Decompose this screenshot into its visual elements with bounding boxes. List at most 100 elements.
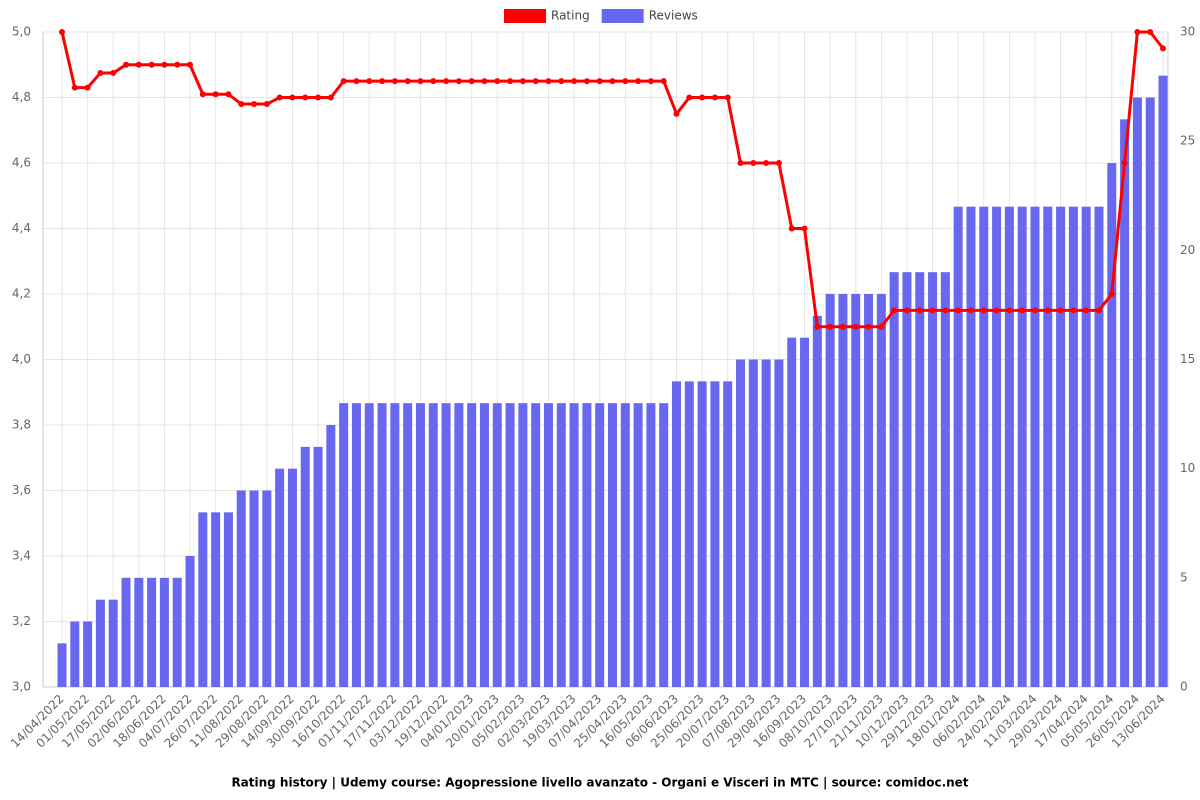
point bbox=[519, 78, 526, 85]
point bbox=[571, 78, 578, 85]
point bbox=[622, 78, 629, 85]
bar bbox=[1132, 97, 1142, 687]
point bbox=[468, 78, 475, 85]
bar bbox=[633, 403, 643, 687]
bar bbox=[710, 381, 720, 687]
bar bbox=[249, 490, 259, 687]
point bbox=[161, 61, 168, 68]
bar bbox=[569, 403, 579, 687]
bar bbox=[185, 556, 195, 687]
bar bbox=[377, 403, 387, 687]
bar bbox=[428, 403, 438, 687]
point bbox=[1160, 45, 1166, 52]
point bbox=[302, 94, 309, 101]
point bbox=[455, 78, 462, 85]
point bbox=[801, 225, 808, 232]
y-tick-label: 3,4 bbox=[12, 549, 31, 563]
point bbox=[263, 101, 270, 108]
bar bbox=[287, 468, 297, 687]
bar bbox=[518, 403, 528, 687]
point bbox=[1031, 307, 1038, 314]
point bbox=[97, 69, 104, 76]
point bbox=[596, 78, 603, 85]
y-tick-label: 4,6 bbox=[12, 156, 31, 170]
bar bbox=[159, 577, 169, 687]
point bbox=[340, 78, 347, 85]
bar bbox=[95, 599, 105, 687]
point bbox=[711, 94, 718, 101]
y2-tick-label: 30 bbox=[1180, 25, 1195, 39]
bar bbox=[1094, 206, 1104, 687]
point bbox=[494, 78, 501, 85]
point bbox=[583, 78, 590, 85]
bar bbox=[1107, 163, 1117, 687]
point bbox=[187, 61, 194, 68]
point bbox=[827, 323, 834, 330]
point bbox=[903, 307, 910, 314]
bar bbox=[70, 621, 80, 687]
bar bbox=[672, 381, 682, 687]
bar bbox=[57, 643, 67, 687]
legend-swatch bbox=[504, 9, 546, 23]
bar bbox=[415, 403, 425, 687]
bar bbox=[1030, 206, 1040, 687]
bar bbox=[390, 403, 400, 687]
y-tick-label: 4,8 bbox=[12, 90, 31, 104]
point bbox=[775, 160, 782, 166]
point bbox=[289, 94, 296, 101]
legend-label: Rating bbox=[551, 9, 590, 23]
bar bbox=[364, 403, 374, 687]
point bbox=[955, 307, 962, 314]
bar bbox=[543, 403, 553, 687]
point bbox=[507, 78, 514, 85]
y2-tick-label: 10 bbox=[1180, 461, 1195, 475]
point bbox=[737, 160, 744, 166]
point bbox=[865, 323, 872, 330]
point bbox=[609, 78, 616, 85]
bar bbox=[108, 599, 118, 687]
point bbox=[942, 307, 949, 314]
point bbox=[404, 78, 411, 85]
point bbox=[238, 101, 245, 108]
point bbox=[315, 94, 322, 101]
bar bbox=[147, 577, 157, 687]
point bbox=[71, 84, 78, 91]
bar bbox=[953, 206, 963, 687]
point bbox=[1070, 307, 1077, 314]
point bbox=[1121, 160, 1128, 166]
bar bbox=[812, 315, 822, 687]
point bbox=[852, 323, 859, 330]
bar bbox=[275, 468, 285, 687]
bar bbox=[723, 381, 733, 687]
point bbox=[532, 78, 539, 85]
point bbox=[839, 323, 846, 330]
bar bbox=[339, 403, 349, 687]
point bbox=[1044, 307, 1051, 314]
bar bbox=[1017, 206, 1027, 687]
point bbox=[353, 78, 360, 85]
bar bbox=[1056, 206, 1066, 687]
bar bbox=[403, 403, 413, 687]
bar bbox=[684, 381, 694, 687]
bar bbox=[1043, 206, 1053, 687]
point bbox=[212, 91, 219, 98]
bar bbox=[736, 359, 746, 687]
bar bbox=[992, 206, 1002, 687]
point bbox=[878, 323, 885, 330]
bar bbox=[620, 403, 630, 687]
point bbox=[1083, 307, 1090, 314]
bar bbox=[172, 577, 182, 687]
point bbox=[993, 307, 1000, 314]
y-tick-label: 3,2 bbox=[12, 614, 31, 628]
point bbox=[84, 84, 91, 91]
bar bbox=[966, 206, 976, 687]
bar bbox=[774, 359, 784, 687]
y2-tick-label: 20 bbox=[1180, 243, 1195, 257]
bar bbox=[1004, 206, 1014, 687]
point bbox=[123, 61, 130, 68]
point bbox=[225, 91, 232, 98]
bar bbox=[928, 272, 938, 687]
point bbox=[110, 69, 117, 76]
point bbox=[481, 78, 488, 85]
